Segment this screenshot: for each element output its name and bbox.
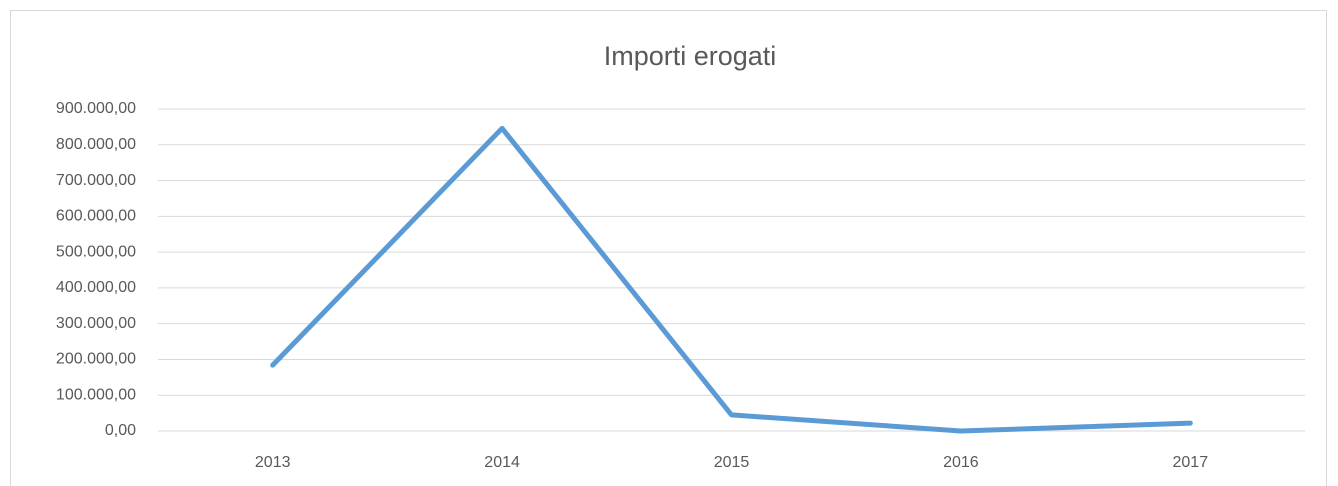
x-tick-label: 2016 bbox=[943, 454, 979, 471]
chart-title: Importi erogati bbox=[604, 41, 777, 71]
y-tick-label: 600.000,00 bbox=[56, 208, 136, 225]
x-tick-label: 2017 bbox=[1173, 454, 1209, 471]
x-tick-label: 2015 bbox=[714, 454, 750, 471]
y-tick-label: 200.000,00 bbox=[56, 351, 136, 368]
x-tick-label: 2013 bbox=[255, 454, 291, 471]
y-tick-label: 500.000,00 bbox=[56, 243, 136, 260]
chart-border bbox=[10, 10, 1327, 486]
data-line bbox=[270, 125, 1193, 434]
y-tick-label: 700.000,00 bbox=[56, 172, 136, 189]
y-tick-label: 900.000,00 bbox=[56, 100, 136, 117]
x-tick-label: 2014 bbox=[484, 454, 520, 471]
y-tick-label: 0,00 bbox=[105, 422, 136, 439]
y-tick-label: 800.000,00 bbox=[56, 136, 136, 153]
y-tick-label: 100.000,00 bbox=[56, 386, 136, 403]
y-tick-label: 300.000,00 bbox=[56, 315, 136, 332]
y-tick-label: 400.000,00 bbox=[56, 279, 136, 296]
